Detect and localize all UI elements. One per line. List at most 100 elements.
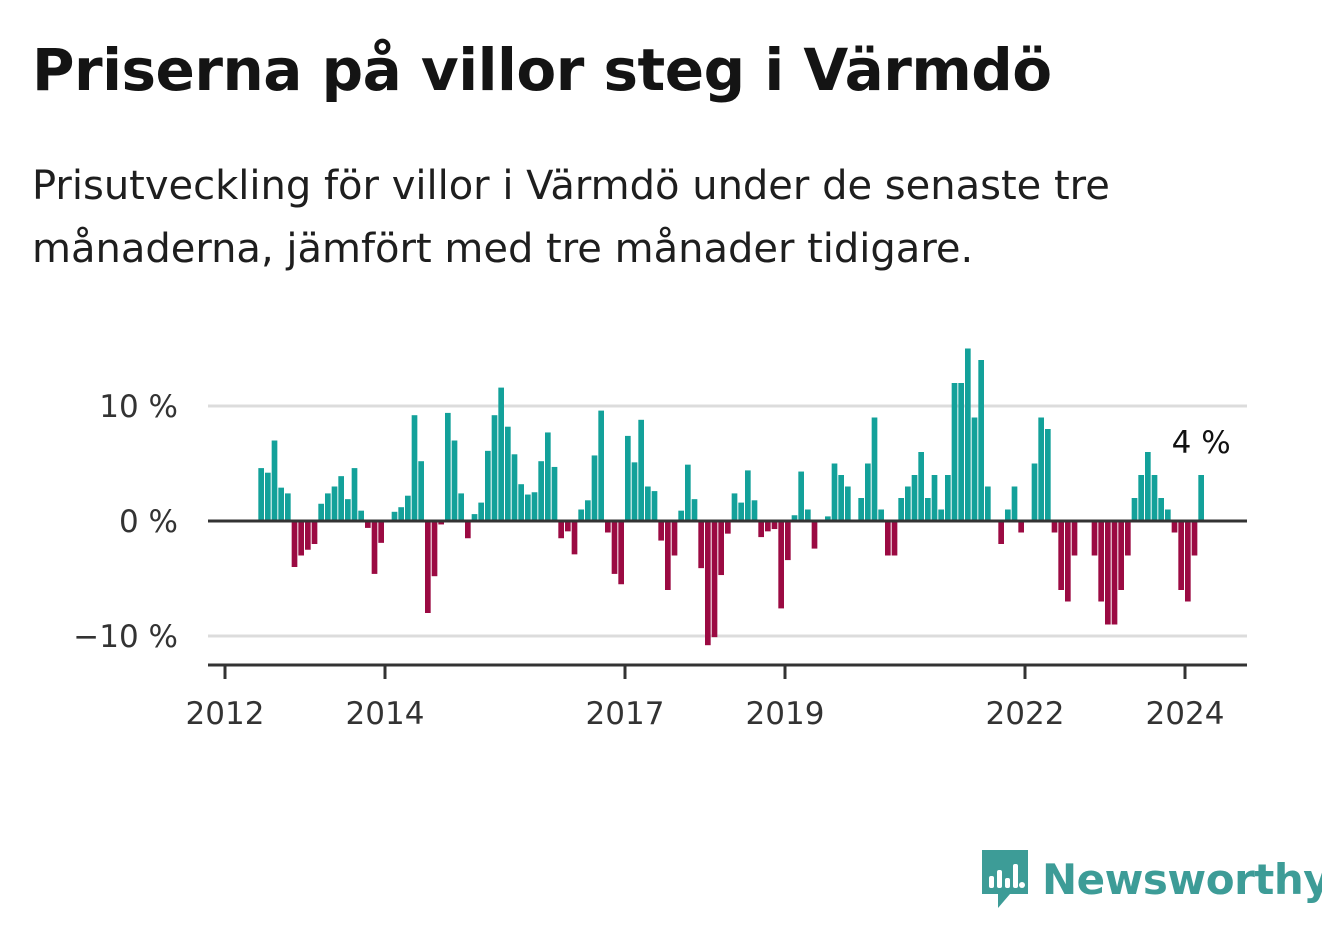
bar — [1065, 521, 1071, 602]
bar — [711, 521, 718, 638]
bar — [1118, 521, 1124, 590]
bar — [798, 471, 804, 521]
bar — [418, 461, 424, 521]
bar — [631, 462, 638, 521]
bar — [611, 521, 618, 574]
bar — [425, 521, 431, 613]
bar — [671, 521, 678, 556]
bar — [938, 509, 944, 521]
bar — [678, 510, 684, 521]
bar — [1125, 521, 1131, 556]
bar — [745, 470, 751, 521]
bar — [391, 511, 398, 521]
bar — [638, 419, 644, 521]
bar — [878, 509, 884, 521]
bar — [858, 498, 864, 521]
bar — [545, 432, 551, 521]
bar — [478, 502, 484, 521]
bar — [918, 452, 924, 521]
bar — [871, 417, 878, 521]
y-tick-label: 10 % — [99, 389, 178, 425]
bar — [998, 521, 1004, 544]
bar — [565, 521, 571, 532]
bar — [845, 486, 851, 521]
bar — [865, 463, 871, 521]
bar — [498, 387, 504, 521]
bar — [1031, 463, 1038, 521]
bar — [585, 500, 591, 521]
bar — [1005, 509, 1011, 521]
bar — [738, 502, 744, 521]
chart-title: Priserna på villor steg i Värmdö — [32, 36, 1052, 104]
bar — [1011, 486, 1018, 521]
bar — [698, 521, 704, 569]
y-tick-label: 0 % — [119, 504, 178, 540]
bar — [925, 498, 931, 521]
bar — [891, 521, 898, 556]
bar — [911, 475, 918, 521]
bar — [905, 486, 911, 521]
bar — [1158, 498, 1164, 521]
bar — [1191, 521, 1198, 556]
bar — [665, 521, 671, 590]
bar — [618, 521, 624, 585]
bar — [285, 493, 291, 521]
bar — [898, 498, 904, 521]
bar — [365, 521, 371, 528]
x-tick-label: 2019 — [746, 696, 825, 732]
newsworthy-logo-icon — [982, 850, 1028, 908]
bar — [471, 514, 478, 521]
bar — [1071, 521, 1078, 556]
bar — [771, 521, 778, 530]
bar — [1098, 521, 1104, 602]
bar — [378, 521, 384, 543]
bar — [311, 521, 318, 544]
bar — [578, 509, 584, 521]
bar — [1165, 509, 1171, 521]
bar — [338, 476, 344, 521]
bar — [1171, 521, 1178, 533]
bar — [518, 484, 524, 521]
bar — [958, 383, 964, 521]
bar — [1058, 521, 1064, 590]
bar — [405, 495, 411, 521]
bar — [431, 521, 438, 577]
bar — [838, 475, 844, 521]
bar — [765, 521, 771, 532]
bar — [451, 440, 458, 521]
bar — [525, 494, 531, 521]
bar — [1151, 475, 1158, 521]
bar — [965, 348, 971, 521]
bar — [718, 521, 724, 576]
bar — [458, 493, 464, 521]
bar — [731, 493, 738, 521]
bar — [825, 516, 831, 521]
bar — [1178, 521, 1184, 590]
bar — [725, 521, 731, 534]
brand-logo: Newsworthy — [980, 848, 1322, 910]
bar — [265, 472, 271, 521]
bar — [811, 521, 818, 549]
bar — [485, 450, 491, 521]
bar — [1138, 475, 1144, 521]
bar — [465, 521, 471, 539]
bar — [651, 491, 658, 521]
bar — [978, 360, 984, 521]
bar — [1045, 429, 1051, 521]
bar — [971, 417, 978, 521]
bar — [318, 503, 324, 521]
bar — [1091, 521, 1098, 556]
bar — [785, 521, 791, 561]
bar — [331, 486, 338, 521]
bar — [831, 463, 838, 521]
bar — [931, 475, 938, 521]
bar — [705, 521, 711, 646]
bar — [778, 521, 784, 609]
bar — [531, 492, 538, 521]
bar — [685, 464, 691, 521]
bar — [271, 440, 278, 521]
x-tick-label: 2024 — [1146, 696, 1225, 732]
bar — [491, 415, 498, 521]
brand-name: Newsworthy — [1042, 854, 1322, 904]
bar — [291, 521, 298, 567]
